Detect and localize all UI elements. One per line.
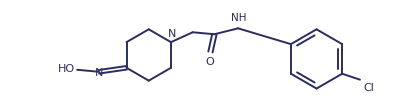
Text: NH: NH	[231, 13, 247, 23]
Text: N: N	[95, 68, 103, 78]
Text: O: O	[205, 57, 214, 67]
Text: HO: HO	[58, 64, 75, 74]
Text: Cl: Cl	[363, 83, 374, 93]
Text: N: N	[168, 29, 176, 39]
